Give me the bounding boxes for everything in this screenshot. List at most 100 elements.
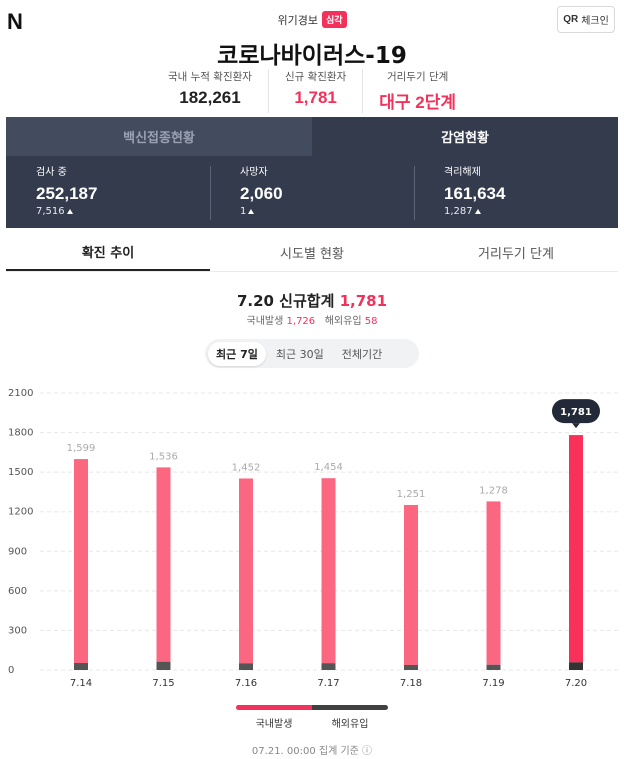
stat-value: 161,634 — [444, 184, 506, 203]
y-tick-label: 900 — [8, 546, 27, 557]
legend-overseas: 해외유입 — [312, 705, 388, 730]
summary-new: 신규 확진환자 1,781 — [267, 69, 362, 113]
content-tabs: 확진 추이 시도별 현황 거리두기 단계 — [6, 233, 618, 272]
bar-overseas — [239, 663, 253, 670]
bar-value-label: 1,278 — [479, 485, 508, 496]
value-tooltip — [552, 399, 600, 424]
overseas-value: 58 — [364, 316, 378, 327]
bar-overseas — [74, 663, 88, 670]
y-tick-label: 1500 — [8, 467, 33, 478]
bar-local — [239, 478, 253, 664]
local-value: 1,726 — [286, 316, 316, 327]
bar-value-label: 1,452 — [232, 462, 261, 473]
bar-local — [486, 501, 501, 665]
local-label: 국내발생 — [246, 316, 284, 327]
legend-local: 국내발생 — [236, 705, 312, 730]
x-tick-label: 7.16 — [235, 678, 257, 689]
stats-row: 검사 중 252,187 7,516 사망자 2,060 1 격리해제 161,… — [6, 156, 618, 220]
daily-breakdown: 국내발생 1,726 해외유입 58 — [0, 312, 624, 327]
daily-date-label: 7.20 신규합계 — [236, 292, 335, 310]
stat-label: 격리해제 — [444, 167, 481, 178]
y-tick-label: 600 — [8, 586, 27, 597]
summary-label: 거리두기 단계 — [386, 71, 449, 83]
y-tick-label: 1200 — [8, 507, 33, 518]
bar-overseas — [569, 662, 583, 670]
stat-released: 격리해제 161,634 1,287 — [414, 166, 618, 220]
bar-local — [74, 459, 88, 664]
naver-logo[interactable]: N — [7, 9, 23, 34]
stat-testing: 검사 중 252,187 7,516 — [6, 166, 210, 217]
summary-cumulative: 국내 누적 확진환자 182,261 — [152, 69, 268, 113]
qr-label: QR — [563, 14, 579, 25]
stat-deaths: 사망자 2,060 1 — [210, 166, 414, 220]
bar-value-label: 1,536 — [149, 451, 178, 462]
bar-value-label: 1,251 — [397, 489, 426, 500]
up-arrow-icon — [66, 209, 73, 214]
tab-trend[interactable]: 확진 추이 — [6, 233, 210, 271]
page-title: 코로나바이러스-19 — [217, 43, 407, 69]
summary-value: 대구 2단계 — [379, 93, 457, 112]
stat-delta: 7,516 — [36, 206, 210, 217]
stat-label: 사망자 — [240, 167, 268, 178]
stat-delta-value: 1 — [240, 206, 247, 217]
daily-cases-chart: 0 300 600 900 1200 1500 1800 2100 7.14 1,599 7.15 1… — [8, 388, 618, 689]
period-selector: 최근 7일 최근 30일 전체기간 — [205, 339, 419, 368]
status-panel: 백신접종현황 감염현황 검사 중 252,187 7,516 사망자 2,060… — [6, 117, 618, 228]
summary-label: 국내 누적 확진환자 — [167, 71, 252, 83]
overseas-label: 해외유입 — [324, 316, 362, 327]
alert-level: 위기경보 심각 — [0, 11, 624, 28]
bar-overseas — [321, 663, 336, 670]
up-arrow-icon — [474, 209, 481, 214]
summary-row: 국내 누적 확진환자 182,261 신규 확진환자 1,781 거리두기 단계… — [0, 69, 624, 113]
x-tick-label: 7.18 — [400, 678, 422, 689]
legend-overseas-label: 해외유입 — [331, 719, 369, 730]
stat-delta-value: 1,287 — [444, 206, 473, 217]
bar-local — [321, 478, 336, 664]
x-tick-label: 7.19 — [482, 678, 504, 689]
tab-infection[interactable]: 감염현황 — [312, 117, 618, 156]
summary-label: 신규 확진환자 — [284, 71, 347, 83]
x-tick-label: 7.20 — [565, 678, 587, 689]
tab-vaccination[interactable]: 백신접종현황 — [6, 117, 312, 156]
daily-total: 7.20 신규합계 1,781 — [0, 290, 624, 311]
bar-value-label: 1,599 — [67, 443, 96, 454]
tab-regional[interactable]: 시도별 현황 — [280, 246, 344, 262]
stat-delta-value: 7,516 — [36, 206, 65, 217]
period-all[interactable]: 전체기간 — [341, 347, 383, 361]
bar-value-label: 1,454 — [314, 462, 343, 473]
y-tick-label: 0 — [8, 665, 14, 676]
tooltip-pointer — [572, 423, 580, 429]
alert-label: 위기경보 — [277, 13, 318, 27]
summary-value: 1,781 — [294, 88, 337, 107]
up-arrow-icon — [248, 209, 255, 214]
stat-delta: 1 — [240, 206, 414, 217]
stat-delta: 1,287 — [444, 206, 618, 217]
bar-overseas — [486, 664, 501, 670]
tab-distancing[interactable]: 거리두기 단계 — [478, 246, 554, 262]
summary-value: 182,261 — [179, 88, 241, 107]
chart-legend: 국내발생 해외유입 — [0, 705, 624, 730]
stat-value: 2,060 — [240, 184, 283, 203]
daily-total-value: 1,781 — [339, 292, 388, 310]
legend-local-label: 국내발생 — [255, 719, 293, 730]
checkin-label: 체크인 — [581, 16, 609, 27]
y-tick-label: 2100 — [8, 388, 33, 399]
bar-local — [404, 504, 418, 665]
y-tick-label: 1800 — [8, 428, 33, 439]
legend-local-swatch — [236, 705, 312, 710]
x-tick-label: 7.15 — [152, 678, 174, 689]
alert-badge: 심각 — [321, 11, 347, 28]
summary-distancing: 거리두기 단계 대구 2단계 — [362, 69, 472, 113]
bar-local — [569, 435, 583, 663]
qr-checkin-button[interactable]: QR 체크인 — [557, 6, 615, 33]
period-30days[interactable]: 최근 30일 — [275, 347, 324, 361]
bar-overseas — [404, 664, 418, 670]
data-timestamp: 07.21. 00:00 집계 기준 ⓘ — [251, 746, 373, 757]
x-tick-label: 7.17 — [317, 678, 339, 689]
bar-local — [156, 467, 171, 662]
stat-label: 검사 중 — [36, 167, 67, 178]
bar-overseas — [156, 661, 171, 670]
stat-value: 252,187 — [36, 184, 98, 203]
x-tick-label: 7.14 — [70, 678, 92, 689]
period-7days[interactable]: 최근 7일 — [208, 341, 266, 366]
